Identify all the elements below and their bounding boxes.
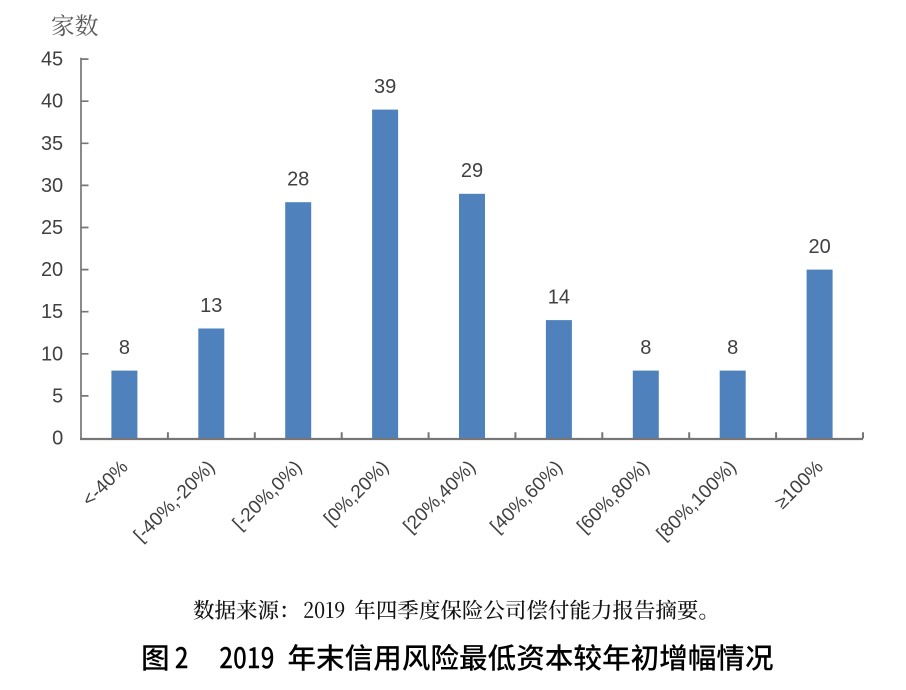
svg-text:5: 5 [52,385,63,407]
svg-text:29: 29 [461,160,483,182]
svg-text:40: 40 [41,91,63,113]
svg-text:15: 15 [41,301,63,323]
svg-text:45: 45 [41,49,63,71]
svg-text:20: 20 [41,259,63,281]
svg-text:8: 8 [119,337,130,359]
svg-text:35: 35 [41,133,63,155]
svg-text:0: 0 [52,428,63,450]
svg-text:8: 8 [727,337,738,359]
svg-text:13: 13 [200,295,222,317]
svg-text:28: 28 [287,169,309,191]
svg-text:39: 39 [374,76,396,98]
svg-text:14: 14 [548,286,570,308]
svg-text:8: 8 [640,337,651,359]
svg-text:25: 25 [41,217,63,239]
svg-text:30: 30 [41,175,63,197]
svg-text:20: 20 [808,236,830,258]
svg-text:10: 10 [41,343,63,365]
